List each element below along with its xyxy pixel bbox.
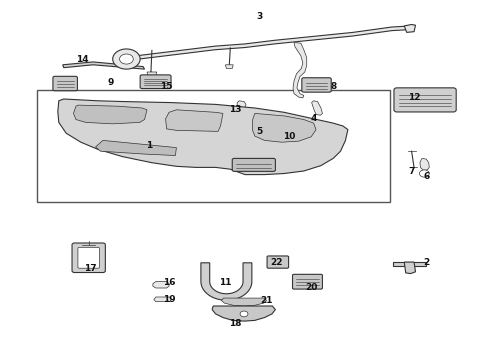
Text: 19: 19	[163, 295, 175, 304]
Polygon shape	[404, 24, 416, 32]
Text: 15: 15	[160, 82, 173, 91]
FancyBboxPatch shape	[267, 256, 289, 268]
Text: 18: 18	[229, 320, 242, 328]
FancyBboxPatch shape	[302, 78, 331, 92]
Polygon shape	[154, 297, 172, 302]
Polygon shape	[58, 99, 348, 175]
Polygon shape	[125, 26, 412, 60]
Polygon shape	[420, 158, 429, 170]
FancyBboxPatch shape	[72, 243, 105, 273]
Text: 10: 10	[283, 132, 295, 141]
Polygon shape	[252, 113, 316, 142]
Text: 11: 11	[219, 278, 232, 287]
FancyBboxPatch shape	[78, 247, 99, 268]
Text: 12: 12	[408, 93, 420, 102]
Polygon shape	[63, 62, 145, 69]
Circle shape	[120, 54, 133, 64]
Polygon shape	[201, 263, 252, 300]
FancyBboxPatch shape	[232, 158, 275, 171]
Circle shape	[240, 311, 248, 317]
FancyBboxPatch shape	[53, 76, 77, 91]
Text: 3: 3	[257, 12, 263, 21]
Text: 13: 13	[229, 105, 242, 114]
Polygon shape	[393, 262, 426, 266]
Polygon shape	[221, 298, 267, 306]
Polygon shape	[147, 72, 157, 76]
Text: 1: 1	[147, 141, 152, 150]
Text: 2: 2	[423, 258, 429, 267]
Text: 22: 22	[270, 258, 283, 267]
Polygon shape	[237, 101, 246, 109]
Text: 20: 20	[305, 284, 318, 292]
Circle shape	[113, 49, 140, 69]
Polygon shape	[404, 262, 416, 274]
Text: 6: 6	[423, 172, 429, 181]
Text: 7: 7	[408, 166, 415, 175]
Text: 9: 9	[107, 78, 114, 87]
Polygon shape	[166, 110, 223, 131]
Text: 17: 17	[84, 264, 97, 273]
Polygon shape	[153, 282, 169, 288]
Text: 5: 5	[257, 127, 263, 136]
Circle shape	[419, 170, 429, 177]
Text: 16: 16	[163, 278, 175, 287]
FancyBboxPatch shape	[394, 88, 456, 112]
Polygon shape	[293, 42, 307, 98]
Bar	[37, 90, 390, 202]
Text: 21: 21	[260, 296, 272, 305]
Text: 8: 8	[330, 82, 336, 91]
Polygon shape	[212, 306, 275, 321]
Polygon shape	[96, 140, 176, 156]
Polygon shape	[312, 101, 322, 115]
FancyBboxPatch shape	[140, 75, 171, 89]
Polygon shape	[225, 65, 233, 68]
Polygon shape	[74, 105, 147, 124]
FancyBboxPatch shape	[293, 274, 322, 289]
Text: 4: 4	[310, 114, 317, 123]
Text: 14: 14	[76, 55, 89, 64]
